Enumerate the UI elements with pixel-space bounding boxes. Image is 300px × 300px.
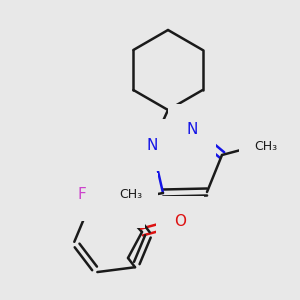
Text: F: F	[77, 187, 86, 202]
Text: CH₃: CH₃	[120, 188, 143, 201]
Text: H: H	[108, 183, 118, 197]
Text: N: N	[146, 137, 158, 152]
Text: N: N	[115, 194, 127, 209]
Text: N: N	[186, 122, 198, 137]
Text: CH₃: CH₃	[254, 140, 277, 152]
Text: O: O	[174, 214, 186, 230]
